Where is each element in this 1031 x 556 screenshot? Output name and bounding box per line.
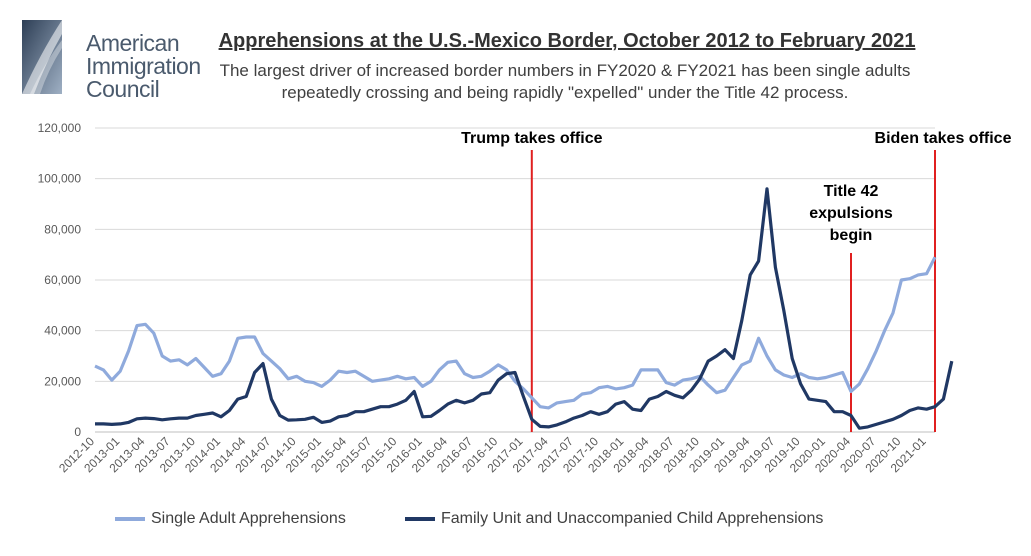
- legend-item-family: Family Unit and Unaccompanied Child Appr…: [405, 510, 823, 528]
- x-axis-ticks: 2012-102013-012013-042013-072013-102014-…: [56, 434, 929, 475]
- y-tick-label: 100,000: [38, 172, 82, 186]
- y-tick-label: 80,000: [44, 222, 81, 236]
- event-annotation-label: Trump takes office: [461, 130, 602, 147]
- series-line-single-adult: [94, 256, 937, 410]
- logo-line-2: Immigration: [86, 53, 201, 79]
- legend-label-single: Single Adult Apprehensions: [151, 510, 346, 527]
- event-annotation-label: expulsions: [809, 205, 893, 222]
- event-annotation-label: Title 42: [824, 183, 879, 200]
- legend-label-family: Family Unit and Unaccompanied Child Appr…: [441, 510, 824, 527]
- logo-line-3: Council: [86, 76, 160, 102]
- chart-subtitle: The largest driver of increased border n…: [190, 60, 940, 104]
- series-line-family-unit: [95, 187, 954, 430]
- logo-line-1: American: [86, 30, 180, 56]
- subtitle-line-1: The largest driver of increased border n…: [219, 61, 911, 80]
- y-tick-label: 0: [74, 425, 81, 439]
- event-markers: Trump takes office Title 42 expulsions begi…: [461, 130, 1012, 432]
- event-annotation-label: Biden takes office: [875, 130, 1012, 147]
- legend-swatch-family: [405, 516, 435, 521]
- logo-wordmark: American Immigration Council: [86, 32, 201, 101]
- logo-mark-icon: [22, 20, 62, 94]
- y-tick-label: 60,000: [44, 273, 81, 287]
- grid-lines: [95, 127, 935, 433]
- line-chart: 020,00040,00060,00080,000100,000120,000 …: [38, 121, 1012, 475]
- y-tick-label: 20,000: [44, 374, 81, 388]
- event-annotation-label: begin: [830, 227, 873, 244]
- y-tick-label: 120,000: [38, 121, 82, 135]
- legend-swatch-single: [115, 516, 145, 521]
- logo: American Immigration Council: [20, 14, 201, 104]
- legend-item-single: Single Adult Apprehensions: [115, 510, 346, 528]
- y-tick-label: 40,000: [44, 324, 81, 338]
- y-axis-ticks: 0 20,000 40,000 60,000 80,000 100,000 120,000: [38, 121, 82, 439]
- subtitle-line-2: repeatedly crossing and being rapidly "e…: [281, 83, 849, 102]
- series-lines: [94, 187, 954, 430]
- chart-title: Apprehensions at the U.S.-Mexico Border,…: [218, 30, 916, 52]
